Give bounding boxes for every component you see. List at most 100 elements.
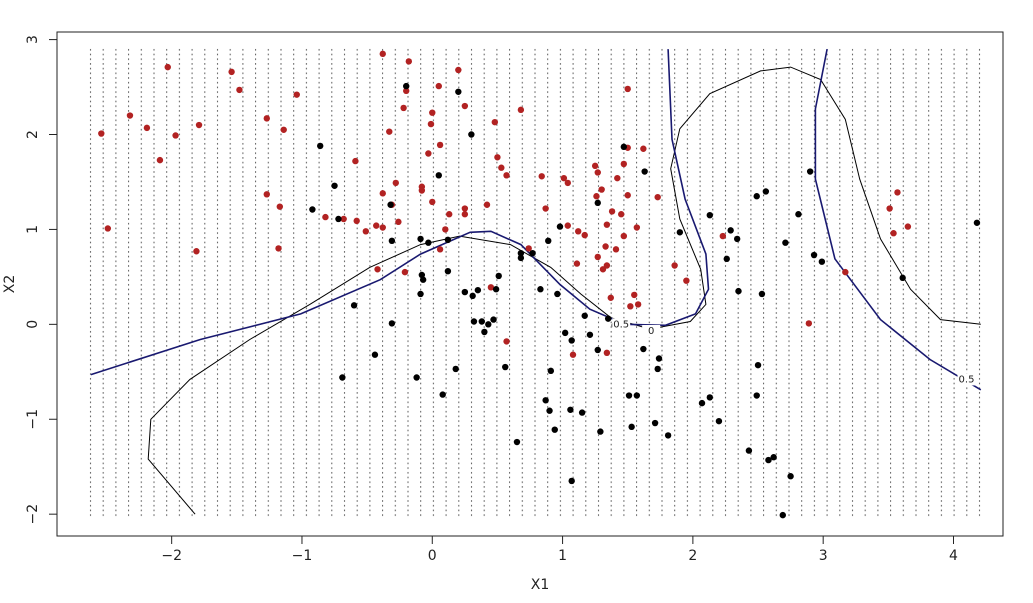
data-point: [545, 237, 552, 245]
x-tick-label: −1: [292, 548, 313, 564]
data-point: [899, 274, 906, 282]
data-point: [560, 174, 568, 182]
contour-label: 0: [648, 326, 654, 337]
data-point: [435, 172, 442, 179]
data-point: [280, 126, 287, 133]
data-point: [468, 131, 475, 138]
data-point: [164, 63, 171, 71]
data-point: [608, 208, 616, 215]
data-point: [758, 290, 766, 298]
data-point: [517, 249, 525, 257]
data-point: [517, 106, 525, 114]
data-point: [787, 473, 794, 480]
data-point: [603, 221, 611, 228]
data-point: [561, 329, 569, 337]
data-point: [470, 318, 478, 325]
data-point: [439, 391, 446, 398]
data-point: [547, 367, 555, 375]
data-point: [425, 239, 432, 246]
data-point: [542, 397, 549, 404]
data-point: [745, 447, 753, 454]
data-point: [353, 217, 360, 225]
data-point: [598, 186, 605, 193]
data-point: [810, 251, 818, 259]
data-point: [591, 162, 599, 170]
data-point: [156, 156, 164, 164]
data-point: [770, 454, 777, 461]
data-point: [400, 104, 407, 112]
data-point: [503, 172, 510, 179]
data-point: [275, 245, 282, 252]
x-tick-label: 4: [949, 548, 958, 564]
data-point: [628, 423, 635, 431]
data-point: [575, 228, 582, 235]
data-point: [481, 328, 488, 336]
data-point: [442, 226, 449, 233]
data-point: [818, 258, 826, 265]
data-point: [331, 182, 338, 189]
data-point: [664, 432, 672, 439]
data-point: [727, 227, 734, 234]
data-point: [633, 392, 641, 399]
data-point: [309, 206, 316, 213]
data-point: [568, 477, 575, 485]
data-point: [594, 346, 601, 354]
data-point: [890, 230, 897, 237]
prediction-grid: [88, 48, 985, 518]
data-point: [568, 337, 575, 344]
data-point: [542, 205, 549, 212]
data-point: [417, 235, 424, 243]
data-point: [478, 318, 485, 325]
data-point: [765, 456, 772, 464]
data-point: [538, 173, 545, 180]
data-point: [517, 254, 525, 262]
data-point: [143, 124, 151, 132]
data-point: [405, 58, 413, 65]
data-point: [461, 211, 469, 218]
data-point: [624, 85, 631, 93]
data-point: [335, 215, 342, 223]
data-point: [228, 68, 235, 76]
data-point: [387, 201, 394, 208]
data-point: [806, 168, 814, 175]
y-tick-label: −1: [25, 409, 41, 430]
data-point: [371, 351, 379, 358]
data-point: [779, 511, 786, 519]
data-point: [340, 215, 347, 223]
data-point: [503, 338, 510, 345]
data-point: [698, 399, 706, 407]
data-point: [634, 301, 642, 308]
data-point: [388, 320, 396, 327]
data-point: [762, 188, 770, 195]
data-point: [455, 88, 462, 95]
data-point: [388, 237, 396, 245]
data-point: [495, 272, 502, 280]
data-point: [172, 132, 179, 139]
data-point: [461, 205, 469, 212]
data-point: [706, 211, 714, 219]
x-axis-label: X1: [531, 577, 550, 593]
data-point: [436, 246, 444, 253]
data-point: [733, 235, 741, 243]
data-point: [236, 86, 243, 94]
data-point: [618, 211, 625, 218]
data-point: [461, 288, 469, 296]
data-point: [126, 112, 134, 119]
data-point: [444, 267, 452, 275]
label-background: [612, 318, 631, 331]
data-point: [805, 320, 813, 327]
data-point: [640, 145, 647, 152]
data-point: [603, 262, 611, 269]
data-point: [894, 189, 901, 196]
data-point: [683, 277, 690, 284]
data-point: [403, 82, 410, 90]
data-point: [474, 286, 482, 294]
data-point: [842, 268, 849, 276]
data-point: [569, 351, 577, 358]
data-point: [782, 239, 789, 246]
x-tick-label: 3: [819, 548, 828, 564]
data-point: [386, 128, 393, 135]
data-point: [655, 355, 663, 362]
data-point: [904, 223, 912, 230]
